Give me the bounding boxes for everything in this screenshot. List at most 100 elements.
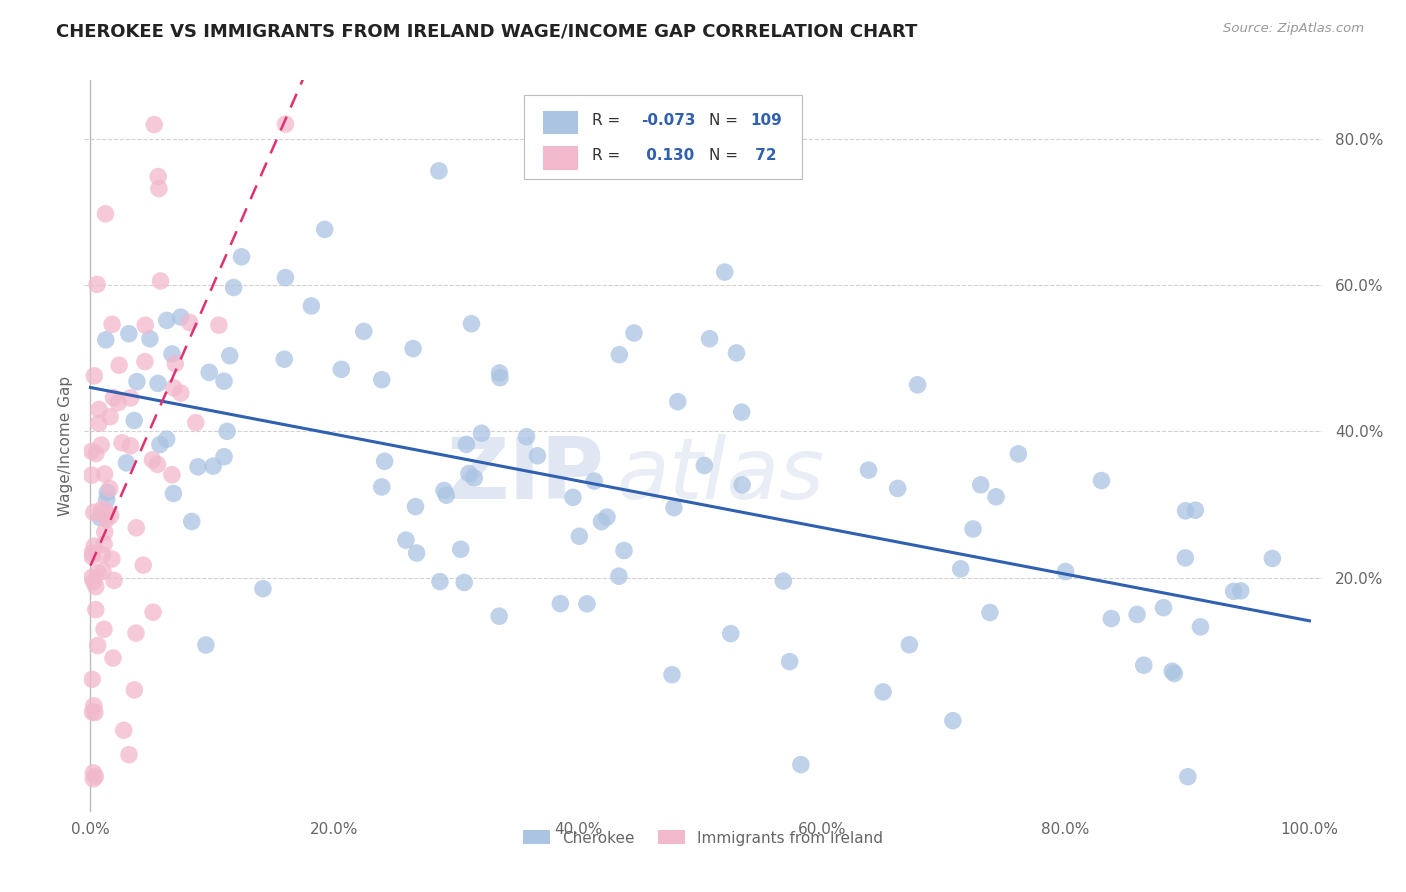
Point <box>100 508 122 523</box>
Point <box>1189 620 1212 634</box>
Point <box>84 770 107 784</box>
Point <box>83 706 105 720</box>
Point <box>858 463 880 477</box>
Point <box>370 480 392 494</box>
Point <box>299 299 322 313</box>
Text: CHEROKEE VS IMMIGRANTS FROM IRELAND WAGE/INCOME GAP CORRELATION CHART: CHEROKEE VS IMMIGRANTS FROM IRELAND WAGE… <box>56 22 918 40</box>
Point <box>488 366 510 380</box>
Text: ZIP: ZIP <box>446 434 605 516</box>
Point <box>1184 503 1206 517</box>
Point <box>772 574 794 588</box>
Point <box>179 316 201 330</box>
Point <box>1229 583 1251 598</box>
Point <box>96 485 118 500</box>
Point <box>86 277 108 292</box>
Point <box>779 655 801 669</box>
Point <box>146 376 169 391</box>
Point <box>120 439 142 453</box>
Point <box>1099 611 1122 625</box>
Point <box>90 506 112 520</box>
Point <box>212 450 235 464</box>
Point <box>330 362 353 376</box>
Point <box>1163 666 1185 681</box>
Point <box>89 510 111 524</box>
Point <box>82 549 104 564</box>
Point <box>984 490 1007 504</box>
Point <box>187 459 209 474</box>
Point <box>550 597 572 611</box>
Point <box>666 394 689 409</box>
Point <box>458 467 481 481</box>
Point <box>134 318 156 333</box>
Point <box>118 326 141 341</box>
Point <box>132 558 155 573</box>
Point <box>194 638 217 652</box>
Point <box>82 673 104 687</box>
Point <box>575 597 598 611</box>
Point <box>101 318 124 332</box>
Point <box>96 512 118 526</box>
Point <box>84 602 107 616</box>
Point <box>433 483 456 498</box>
Point <box>405 500 427 514</box>
Point <box>125 626 148 640</box>
Point <box>725 346 748 360</box>
Point <box>184 416 207 430</box>
Point <box>101 651 124 665</box>
Point <box>515 430 537 444</box>
Point <box>314 222 336 236</box>
Point <box>1007 447 1029 461</box>
Point <box>90 438 112 452</box>
Point <box>170 386 193 401</box>
Point <box>1090 474 1112 488</box>
Y-axis label: Wage/Income Gap: Wage/Income Gap <box>58 376 73 516</box>
Point <box>98 482 121 496</box>
Point <box>460 317 482 331</box>
Point <box>434 488 457 502</box>
Point <box>898 638 921 652</box>
Point <box>463 471 485 485</box>
Point <box>170 310 193 325</box>
Point <box>83 698 105 713</box>
Point <box>489 370 512 384</box>
Point <box>146 458 169 472</box>
Point <box>202 459 225 474</box>
Point <box>156 313 179 327</box>
Point <box>120 391 142 405</box>
Point <box>87 417 110 431</box>
Point <box>139 332 162 346</box>
Point <box>180 515 202 529</box>
Point <box>112 723 135 738</box>
Point <box>208 318 231 333</box>
Point <box>160 467 183 482</box>
Point <box>93 525 115 540</box>
Point <box>93 622 115 636</box>
Point <box>148 181 170 195</box>
Point <box>125 521 148 535</box>
Point <box>949 562 972 576</box>
Point <box>1161 665 1184 679</box>
Point <box>83 505 105 519</box>
Point <box>1126 607 1149 622</box>
Point <box>661 667 683 681</box>
Point <box>118 747 141 762</box>
Point <box>886 482 908 496</box>
Point <box>103 391 125 405</box>
Point <box>149 437 172 451</box>
Point <box>1177 770 1199 784</box>
Point <box>91 564 114 578</box>
Point <box>623 326 645 340</box>
Point <box>907 377 929 392</box>
Point <box>149 274 172 288</box>
Point <box>591 515 613 529</box>
Point <box>125 375 148 389</box>
Point <box>374 454 396 468</box>
Point <box>942 714 965 728</box>
FancyBboxPatch shape <box>543 146 578 169</box>
Point <box>1153 600 1175 615</box>
Point <box>596 510 619 524</box>
Point <box>488 609 510 624</box>
Point <box>98 409 121 424</box>
Point <box>979 606 1001 620</box>
Text: atlas: atlas <box>616 434 824 516</box>
